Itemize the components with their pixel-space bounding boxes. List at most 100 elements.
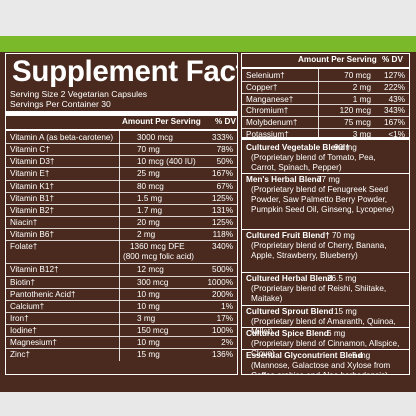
nutrient-dv: 500%: [212, 265, 233, 275]
row-divider: [6, 179, 237, 181]
nutrient-amount: 12 mcg: [137, 265, 164, 275]
nutrient-row: Vitamin D3† 10 mcg (400 IU) 50%: [6, 155, 237, 167]
blend-ingredients: (Proprietary blend of Fenugreek Seed Pow…: [251, 185, 395, 214]
row-divider: [242, 80, 409, 82]
nutrient-row: Potassium† 3 mg <1%: [242, 128, 409, 140]
supplement-facts-right-table: Amount Per Serving % DV Selenium† 70 mcg 1…: [241, 53, 410, 375]
row-divider: [6, 311, 237, 313]
nutrient-amount: 2 mg: [137, 230, 156, 240]
nutrient-row: Niacin† 20 mg 125%: [6, 216, 237, 228]
nutrient-name: Copper†: [246, 82, 278, 92]
blend-row: Cultured Sprout Blend 15 mg (Proprietary b…: [242, 305, 409, 336]
nutrient-dv: 131%: [212, 205, 233, 215]
blend-amount: 6 mg: [327, 329, 346, 338]
nutrient-amount: 10 mg: [137, 301, 160, 311]
row-divider: [6, 143, 237, 145]
nutrient-name: Vitamin B1†: [10, 193, 54, 203]
nutrient-dv: 2%: [221, 338, 233, 348]
nutrient-amount: 120 mcg: [339, 106, 371, 116]
nutrient-dv: 1%: [221, 301, 233, 311]
row-divider: [6, 240, 237, 242]
nutrient-row: Vitamin B1† 1.5 mg 125%: [6, 191, 237, 204]
blends-divider: [242, 137, 409, 140]
top-background-strip: [0, 0, 416, 36]
nutrient-name: Vitamin E†: [10, 169, 50, 179]
right-header-divider: [242, 67, 409, 69]
nutrient-row: Copper† 2 mg 222%: [242, 80, 409, 93]
nutrient-row: Magnesium† 10 mg 2%: [6, 336, 237, 348]
nutrient-name: Iodine†: [10, 326, 37, 336]
row-divider: [242, 173, 409, 174]
row-divider: [6, 228, 237, 230]
nutrient-amount: 70 mg: [137, 145, 160, 155]
nutrient-dv: 17%: [216, 313, 233, 323]
nutrient-row: Zinc† 15 mg 136%: [6, 348, 237, 360]
blend-name: Cultured Spice Blend: [246, 329, 329, 338]
nutrient-row: Manganese† 1 mg 43%: [242, 92, 409, 105]
nutrient-name: Niacin†: [10, 218, 38, 228]
row-divider: [6, 191, 237, 193]
nutrient-amount: 1 mg: [352, 94, 371, 104]
nutrient-row: Chromium† 120 mcg 343%: [242, 104, 409, 116]
nutrient-dv: 43%: [388, 94, 405, 104]
nutrient-name: Potassium†: [246, 130, 289, 139]
row-divider: [242, 327, 409, 328]
thick-divider: [6, 111, 237, 116]
nutrient-dv: 222%: [384, 82, 405, 92]
nutrient-amount: 80 mcg: [137, 181, 164, 191]
blend-ingredients: (Proprietary blend of Cinnamon, Allspice…: [251, 339, 400, 358]
nutrient-row: Biotin† 300 mcg 1000%: [6, 275, 237, 288]
nutrient-amount: 300 mcg: [137, 277, 169, 287]
nutrient-amount: 3 mg: [137, 313, 156, 323]
nutrient-name: Manganese†: [246, 94, 294, 104]
blend-amount: 70 mg: [332, 231, 355, 240]
nutrient-row: Selenium† 70 mcg 127%: [242, 69, 409, 81]
nutrient-name: Vitamin C†: [10, 145, 50, 155]
nutrient-dv: 136%: [212, 350, 233, 360]
blend-name: Cultured Vegetable Blend†: [246, 143, 350, 152]
row-divider: [6, 263, 237, 265]
nutrient-dv: 125%: [212, 193, 233, 203]
nutrient-row: Vitamin B12† 12 mcg 500%: [6, 263, 237, 275]
nutrient-dv: 167%: [212, 169, 233, 179]
row-divider: [6, 336, 237, 338]
blend-amount: 15 mg: [334, 307, 357, 316]
nutrient-name: Vitamin B2†: [10, 205, 54, 215]
blend-ingredients: (Proprietary blend of Cherry, Banana, Ap…: [251, 241, 387, 260]
nutrient-name: Vitamin B6†: [10, 230, 54, 240]
blend-amount: 90 mg: [334, 143, 357, 152]
nutrient-amount: 1.5 mg: [137, 193, 163, 203]
right-dv-header: % DV: [382, 55, 403, 64]
nutrient-dv: 1000%: [207, 277, 234, 287]
nutrient-row: Vitamin B2† 1.7 mg 131%: [6, 203, 237, 216]
nutrient-dv: 200%: [212, 289, 233, 299]
nutrient-amount: 3 mg: [352, 130, 371, 139]
nutrient-row: Vitamin B6† 2 mg 118%: [6, 228, 237, 240]
nutrient-dv: 125%: [212, 218, 233, 228]
nutrient-dv: 100%: [212, 326, 233, 336]
serving-size: Serving Size 2 Vegetarian Capsules: [10, 89, 148, 99]
nutrient-amount: 75 mcg: [344, 118, 371, 128]
blend-row: Cultured Herbal Blend 26.5 mg (Proprietary…: [242, 272, 409, 305]
nutrient-name: Pantothenic Acid†: [10, 289, 76, 299]
servings-per-container: Servings Per Container 30: [10, 99, 111, 109]
blend-row: Cultured Vegetable Blend† 90 mg (Proprieta…: [242, 141, 409, 173]
nutrient-name: Chromium†: [246, 106, 289, 116]
nutrient-dv: 340%: [212, 242, 233, 252]
row-divider: [242, 349, 409, 350]
header-divider: [6, 129, 237, 131]
nutrient-name: Vitamin A (as beta-carotene): [10, 133, 114, 142]
nutrient-amount: 1360 mcg DFE: [130, 242, 185, 252]
blend-row: Men's Herbal Blend 77 mg (Proprietary blen…: [242, 173, 409, 229]
blend-amount: 26.5 mg: [327, 274, 357, 283]
row-divider: [242, 272, 409, 273]
nutrient-dv: 50%: [216, 157, 233, 167]
nutrient-dv: 343%: [384, 106, 405, 116]
blend-name: Cultured Fruit Blend†: [246, 231, 330, 240]
row-divider: [6, 287, 237, 289]
blend-name: Men's Herbal Blend: [246, 175, 322, 184]
nutrient-row: Vitamin A (as beta-carotene) 3000 mcg 333%: [6, 131, 237, 143]
right-column-divider: [318, 69, 319, 140]
nutrient-name: Vitamin D3†: [10, 157, 55, 167]
nutrient-name: Selenium†: [246, 71, 285, 80]
